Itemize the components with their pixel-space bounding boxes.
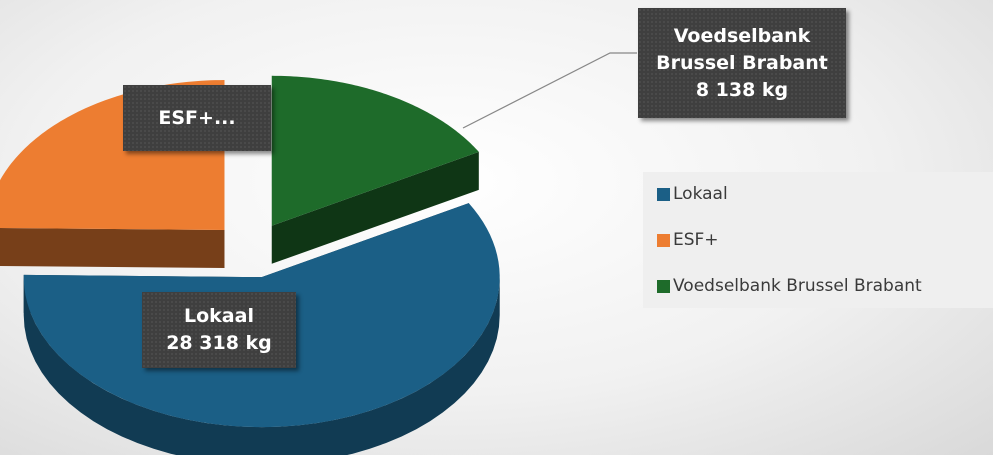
leader-line <box>462 52 637 129</box>
data-label-name: ESF+... <box>158 106 236 129</box>
data-label-name: Voedselbank Brussel Brabant <box>656 24 828 74</box>
data-label: Lokaal 28 318 kg <box>142 292 296 368</box>
legend-swatch <box>657 279 670 293</box>
data-label: ESF+... <box>123 85 271 151</box>
legend: Lokaal ESF+ Voedselbank Brussel Brabant <box>643 172 993 308</box>
legend-label: Lokaal <box>673 184 728 204</box>
data-label-name: Lokaal <box>184 305 254 327</box>
data-label: Voedselbank Brussel Brabant 8 138 kg <box>638 8 846 118</box>
legend-label: ESF+ <box>673 230 719 250</box>
legend-swatch <box>657 233 670 247</box>
slice-side <box>23 277 500 455</box>
legend-swatch <box>657 187 670 201</box>
legend-label: Voedselbank Brussel Brabant <box>673 276 922 296</box>
data-label-value: 28 318 kg <box>166 332 272 354</box>
slice-cut-face <box>0 227 225 269</box>
slice <box>271 75 479 226</box>
legend-item: Lokaal <box>657 184 728 204</box>
legend-item: Voedselbank Brussel Brabant <box>657 276 922 296</box>
legend-item: ESF+ <box>657 230 719 250</box>
data-label-value: 8 138 kg <box>695 78 789 101</box>
slice-cut-face <box>271 151 479 264</box>
